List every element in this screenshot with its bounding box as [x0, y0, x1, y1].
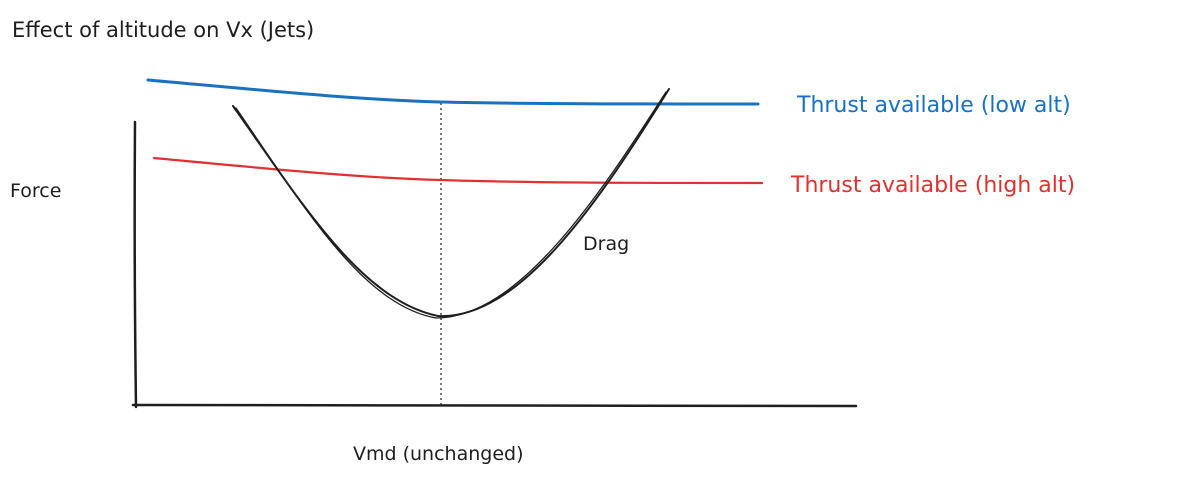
y-axis-line [133, 120, 138, 409]
x-axis-label: Vmd (unchanged) [353, 443, 524, 465]
thrust-high-alt-curve [152, 156, 764, 185]
drag-curve [232, 88, 670, 318]
drag-label: Drag [583, 233, 629, 255]
drag-curve-sketch-stroke [235, 91, 667, 319]
diagram-title: Effect of altitude on Vx (Jets) [12, 18, 314, 42]
x-axis-line [131, 403, 858, 408]
thrust-low-alt-label: Thrust available (low alt) [796, 93, 1071, 118]
thrust-high-alt-label: Thrust available (high alt) [790, 173, 1075, 198]
thrust-low-alt-curve [146, 78, 760, 106]
y-axis-label: Force [10, 180, 61, 202]
